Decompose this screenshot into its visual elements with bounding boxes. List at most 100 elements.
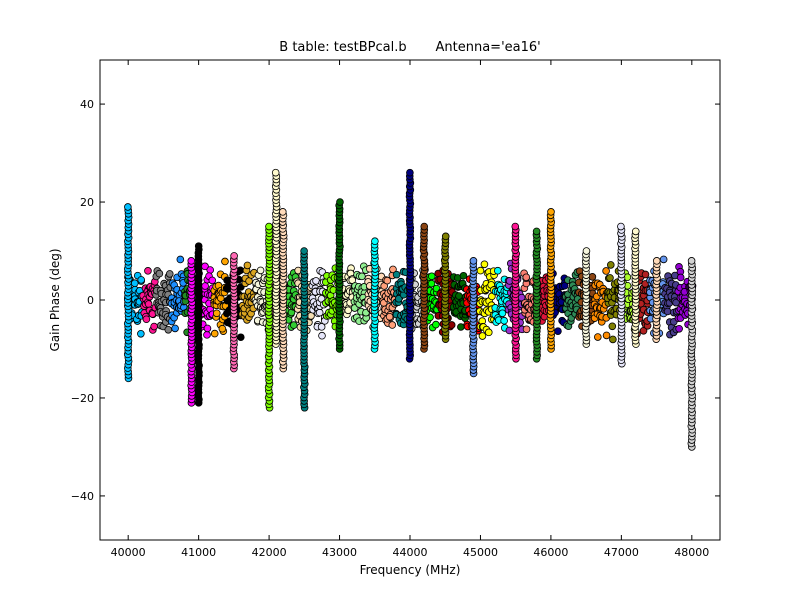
data-point-720 [388,321,397,329]
data-point-214 [201,282,209,290]
data-point-237 [210,329,219,338]
y-axis-label: Gain Phase (deg) [48,248,62,352]
data-point-2335 [617,222,625,231]
data-point-2448 [687,257,696,265]
data-point-117 [165,270,174,278]
x-tick-label: 40000 [111,546,146,559]
data-point-269 [221,257,229,266]
data-point-1511 [676,273,685,282]
data-point-225 [206,266,215,274]
data-point-148 [176,255,185,264]
data-point-310 [236,333,245,342]
data-point-2187 [511,222,520,231]
data-point-1325 [608,322,617,331]
data-point-914 [459,271,468,280]
data-point-1958 [336,198,344,206]
data-point-1681 [194,242,203,250]
data-point-533 [317,323,326,331]
data-point-640 [358,272,366,281]
data-point-1008 [493,266,502,275]
y-tick-label: −20 [71,392,94,405]
data-point-833 [427,279,436,288]
data-point-1281 [594,333,602,341]
x-tick-label: 46000 [533,546,568,559]
data-point-986 [484,328,493,337]
data-point-2045 [406,168,414,177]
data-point-1306 [602,267,610,275]
data-point-964 [476,266,485,275]
data-point-1031 [500,316,508,325]
data-point-1269 [588,273,597,281]
x-tick-label: 44000 [393,546,428,559]
x-tick-label: 43000 [322,546,357,559]
data-point-1086 [522,325,531,334]
data-point-1193 [560,281,569,290]
data-point-1315 [606,274,614,282]
data-point-710 [383,276,392,285]
data-point-724 [389,265,397,274]
data-point-2082 [420,222,429,231]
data-point-1090 [522,273,531,282]
data-point-1322 [609,335,617,344]
x-tick-label: 45000 [463,546,498,559]
y-tick-label: −40 [71,490,94,503]
y-tick-label: 0 [87,294,94,307]
data-point-841 [432,320,440,329]
data-point-1025 [498,309,507,318]
data-point-2369 [631,227,640,236]
x-axis-label: Frequency (MHz) [359,563,461,577]
data-point-604 [344,306,353,315]
data-point-245 [212,309,221,318]
data-point-735 [392,270,401,279]
data-point-263 [218,324,227,333]
data-point-1307 [602,331,611,340]
data-point-41 [137,276,145,284]
data-point-23 [130,279,139,288]
data-point-126 [171,324,179,333]
data-point-2147 [469,257,478,265]
data-point-56 [144,267,152,275]
data-point-1820 [271,168,280,177]
data-point-1914 [300,247,308,255]
data-point-86 [155,269,164,278]
data-point-221 [203,324,212,333]
data-points [123,168,697,451]
data-point-2266 [547,208,555,216]
y-axis-ticks: −40 −20 0 20 40 [71,98,720,503]
data-point-1414 [641,270,650,279]
chart-title: B table: testBPcal.b Antenna='ea16' [279,40,541,55]
data-point-231 [208,276,217,285]
data-point-1474 [663,307,672,316]
data-point-1634 [187,257,196,265]
data-point-1501 [675,324,683,333]
x-tick-label: 47000 [604,546,639,559]
data-point-112 [164,325,173,334]
data-point-974 [480,260,489,269]
data-point-1170 [554,327,562,335]
data-point-1715 [230,252,238,260]
data-point-1459 [659,255,668,264]
data-point-327 [243,261,252,270]
data-point-1318 [606,261,615,269]
data-point-2113 [441,232,450,241]
data-point-40 [137,330,145,338]
x-axis-ticks: 40000 41000 42000 43000 44000 45000 46000 47000… [111,60,709,559]
y-tick-label: 40 [80,98,94,111]
data-point-970 [478,332,487,340]
data-point-1769 [265,222,273,231]
y-tick-label: 20 [80,196,94,209]
data-point-718 [385,312,394,321]
data-point-2393 [652,257,661,265]
x-tick-label: 42000 [252,546,287,559]
data-point-218 [203,331,211,339]
data-point-2225 [532,227,541,236]
data-point-832 [427,272,436,281]
data-point-1867 [278,208,287,216]
data-point-2294 [582,247,591,255]
data-point-77 [150,322,158,331]
data-point-908 [457,323,465,331]
x-tick-label: 48000 [674,546,709,559]
x-tick-label: 41000 [181,546,216,559]
data-point-1990 [371,237,379,246]
